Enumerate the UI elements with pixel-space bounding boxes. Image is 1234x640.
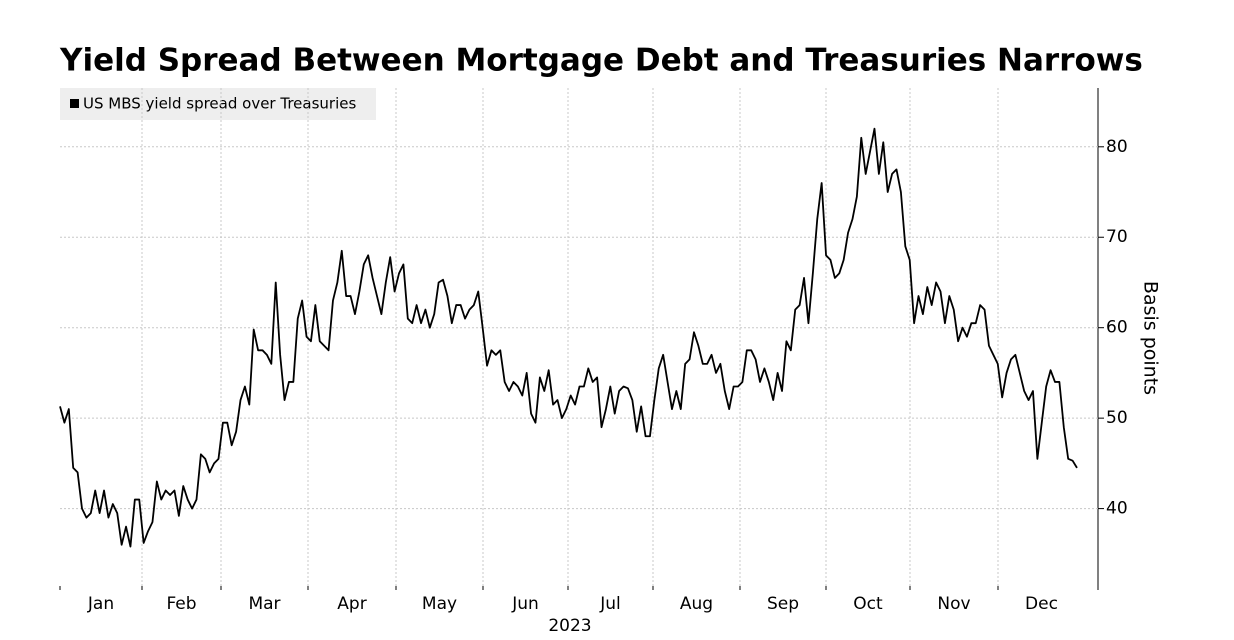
y-tick-label: 60 xyxy=(1106,318,1128,338)
x-tick-label: Jul xyxy=(599,594,621,614)
chart-title: Yield Spread Between Mortgage Debt and T… xyxy=(59,43,1143,79)
x-tick-label: Feb xyxy=(166,594,196,614)
x-tick-label: Dec xyxy=(1025,594,1058,614)
x-tick-label: May xyxy=(422,594,457,614)
x-axis-title: 2023 xyxy=(548,616,591,636)
y-axis-title: Basis points xyxy=(1140,281,1162,395)
y-tick-label: 80 xyxy=(1106,137,1128,157)
x-tick-label: Jun xyxy=(511,594,539,614)
y-tick-label: 70 xyxy=(1106,227,1128,247)
y-tick-label: 50 xyxy=(1106,408,1128,428)
y-tick-label: 40 xyxy=(1106,499,1128,519)
x-tick-label: Sep xyxy=(767,594,799,614)
line-series xyxy=(59,127,1078,548)
x-tick-label: Aug xyxy=(680,594,713,614)
x-tick-label: Mar xyxy=(248,594,280,614)
legend-box xyxy=(60,88,376,120)
x-tick-label: Oct xyxy=(853,594,883,614)
x-tick-label: Jan xyxy=(87,594,114,614)
legend-swatch xyxy=(70,99,79,108)
legend-label: US MBS yield spread over Treasuries xyxy=(83,95,356,113)
x-tick-label: Apr xyxy=(337,594,366,614)
x-tick-label: Nov xyxy=(937,594,970,614)
